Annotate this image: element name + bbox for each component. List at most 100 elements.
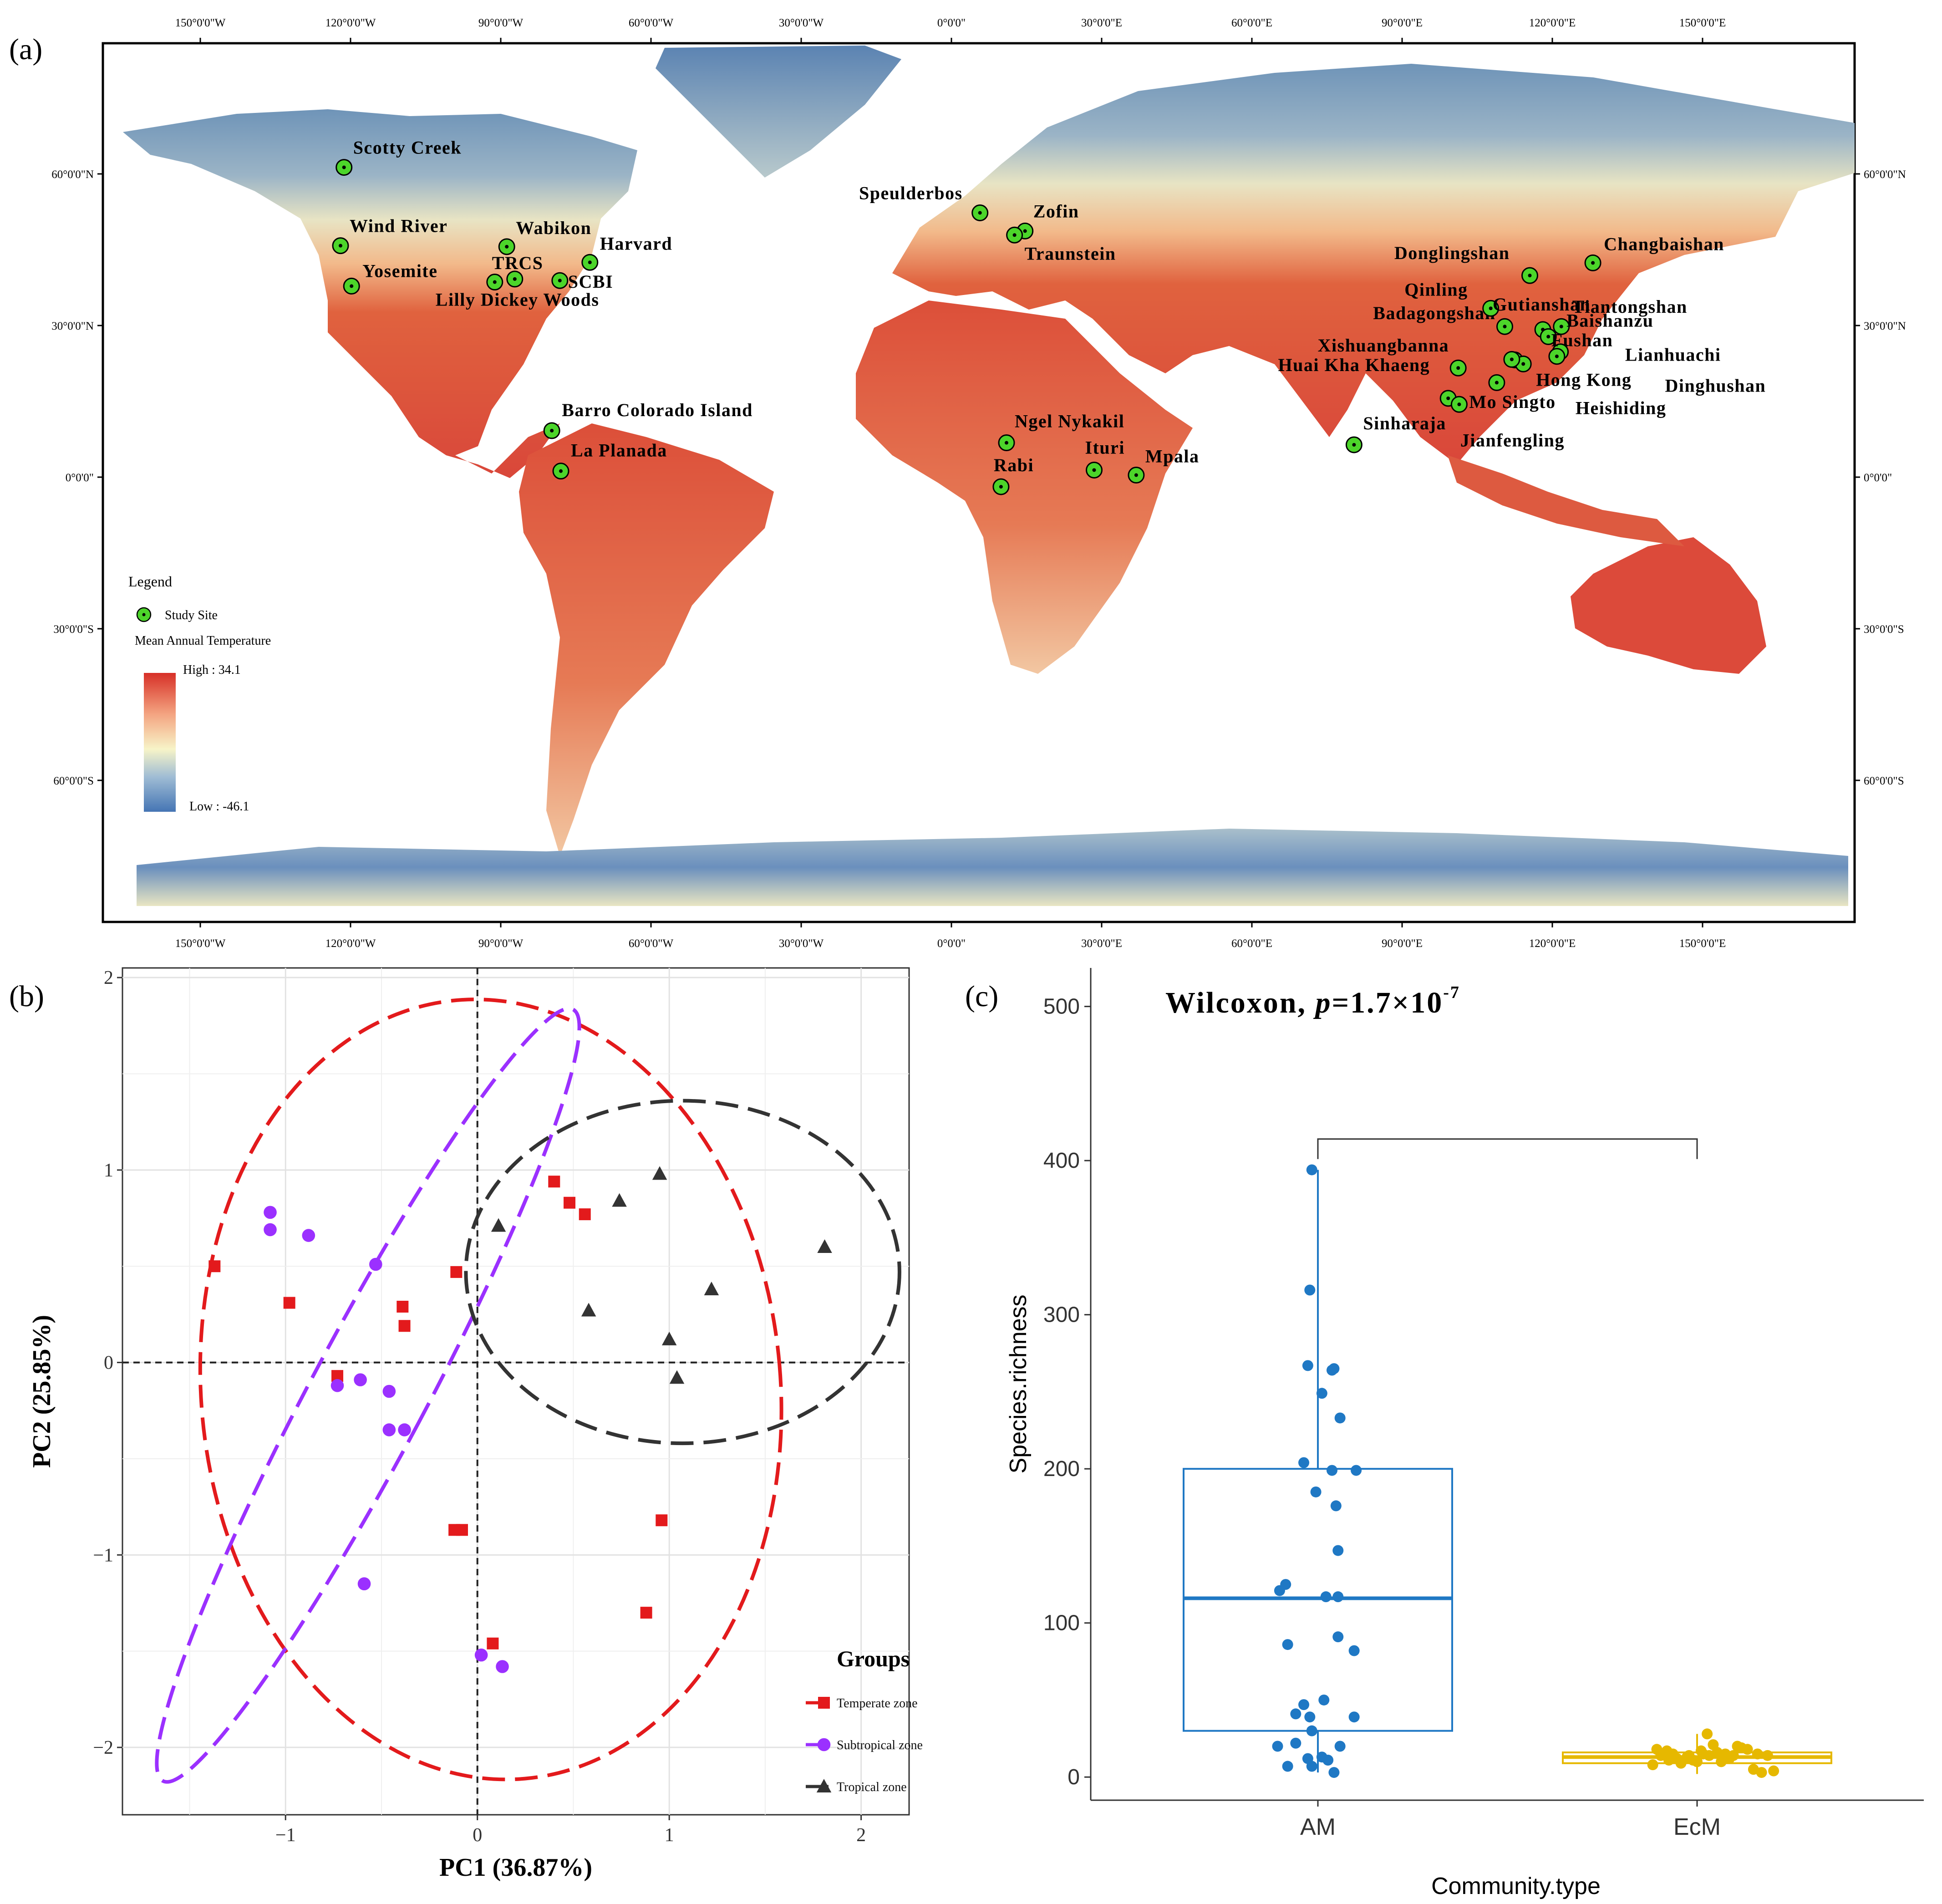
map-sites: Scotty Creek Wind River Yosemite Wabikon TRC… [332,137,1765,495]
site-marker-dot-wind-river [339,244,342,248]
point-am [1272,1741,1283,1752]
map-lon-label-bottom: 120°0'0"W [325,937,376,950]
box-x-tick-label-am: AM [1300,1814,1336,1840]
map-lon-label-bottom: 30°0'0"E [1081,937,1122,950]
box-y-tick-label: 100 [1043,1611,1080,1635]
point-subtropical-zone [496,1660,509,1673]
landmass-south-america [519,423,774,856]
box-boxes [1183,1170,1832,1774]
point-ecm [1702,1728,1713,1740]
site-marker-dot-yosemite [350,284,354,288]
point-am [1290,1708,1301,1720]
point-subtropical-zone [302,1229,315,1242]
point-am [1298,1699,1310,1711]
point-tropical-zone [581,1303,596,1317]
point-subtropical-zone [330,1379,344,1392]
point-am [1310,1486,1322,1497]
ellipse-tropical-zone [464,1099,901,1446]
site-marker-dot-harvard [588,260,592,265]
site-label-traunstein: Traunstein [1025,243,1116,264]
legend-label-temperate-zone: Temperate zone [837,1696,918,1711]
point-am [1318,1694,1330,1705]
point-am [1316,1388,1327,1399]
point-temperate-zone [640,1607,652,1619]
pca-y-tick-label: 0 [104,1353,113,1374]
pca-x-tick-label: 1 [665,1825,674,1846]
point-temperate-zone [456,1524,468,1536]
box-title-p: p [1313,986,1332,1019]
map-lat-label-left: 0°0'0" [66,472,94,484]
point-am [1302,1360,1313,1371]
point-am [1298,1457,1310,1468]
site-marker-dot-scbi [558,279,562,283]
pca-grid [122,968,909,1815]
ellipse-subtropical-zone [155,1007,581,1784]
bracket-line [1317,1138,1698,1159]
map-lon-label-bottom: 60°0'0"W [629,937,674,950]
map-ticks: 150°0'0"W 150°0'0"W 120°0'0"W 120°0'0"W 90°0… [51,17,1906,950]
site-label-scotty-creek: Scotty Creek [353,137,462,158]
site-marker-dot-heishiding [1510,357,1514,361]
site-label-zofin: Zofin [1033,201,1079,221]
site-marker-dot-rabi [999,485,1003,489]
landmass-africa [856,300,1193,674]
site-marker-dot-baishanzu [1546,335,1551,339]
point-am [1334,1741,1346,1752]
significance-bracket [1317,1138,1698,1159]
map-lat-label-right: 30°0'0"S [1864,623,1904,636]
site-label-wabikon: Wabikon [516,218,591,238]
study-site-legend-icon-dot [142,613,146,616]
site-label-sinharaja: Sinharaja [1363,413,1446,433]
landmass-north-america [123,109,637,478]
point-ecm [1723,1753,1735,1764]
map-lat-label-left: 30°0'0"S [53,623,94,636]
point-am [1328,1767,1340,1778]
point-am [1332,1591,1344,1603]
site-marker-dot-lilly-dickey-woods [493,280,497,284]
site-marker-dot-wabikon [505,244,509,249]
legend-title: Legend [128,573,172,590]
point-tropical-zone [612,1193,627,1207]
point-temperate-zone [548,1176,560,1188]
box-y-tick-label: 200 [1043,1457,1080,1481]
legend-key-marker-temperate-zone [818,1697,830,1709]
map-lon-label-bottom: 60°0'0"E [1231,937,1272,950]
pca-legend: Groups Temperate zone Subtropical zone Tro… [806,1646,923,1794]
map-lat-label-left: 30°0'0"N [51,320,94,332]
box-title: Wilcoxon, p=1.7×10-7 [1165,983,1460,1019]
point-temperate-zone [579,1208,591,1221]
point-tropical-zone [704,1282,719,1295]
point-am [1332,1545,1344,1556]
map-lat-label-right: 30°0'0"N [1864,320,1906,332]
site-label-yosemite: Yosemite [362,260,437,281]
panel-label-c: (c) [965,980,998,1013]
pca-y-tick-label: 1 [104,1160,113,1181]
point-subtropical-zone [357,1577,371,1591]
point-ecm [1752,1748,1763,1760]
legend-study-site-label: Study Site [165,608,218,622]
site-marker-dot-barro-colorado-island [550,428,554,433]
box-x-tick-label-ecm: EcM [1673,1814,1721,1840]
box-title-prefix: Wilcoxon, [1165,986,1315,1019]
site-label-qinling: Qinling [1404,279,1468,300]
point-ecm [1768,1765,1779,1777]
point-subtropical-zone [264,1206,277,1219]
point-subtropical-zone [474,1648,488,1662]
site-label-heishiding: Heishiding [1576,397,1667,418]
box-ticks: 0 100 200 300 400 500 AM EcM [1043,995,1721,1840]
site-label-mo-singto: Mo Singto [1469,392,1556,412]
point-am [1326,1465,1337,1476]
site-label-huai-kha-khaeng: Huai Kha Khaeng [1278,355,1430,375]
legend-temperature-title: Mean Annual Temperature [135,634,271,648]
map-lon-label-top: 60°0'0"W [629,17,674,29]
site-label-mpala: Mpala [1145,446,1200,467]
box-title-exponent: -7 [1443,983,1460,1002]
site-label-speulderbos: Speulderbos [859,183,963,203]
point-subtropical-zone [369,1257,382,1271]
site-marker-dot-zofin [1023,229,1027,233]
map-lon-label-bottom: 150°0'0"E [1679,937,1726,950]
point-temperate-zone [564,1196,576,1209]
point-am [1348,1711,1360,1723]
site-label-barro-colorado-island: Barro Colorado Island [562,400,753,420]
